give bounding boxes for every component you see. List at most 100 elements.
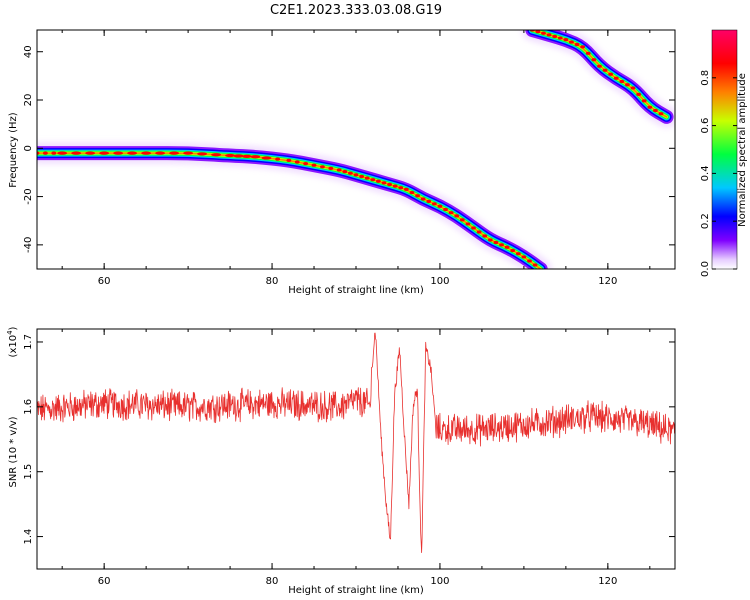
colorbar-label: Normalized spectral amplitude xyxy=(737,73,748,227)
spectrogram-track-1-peak xyxy=(552,34,558,39)
spectrogram-track-1-peak xyxy=(546,33,552,37)
spectrogram-track-0-peak xyxy=(454,214,460,218)
spectrogram-track-0-peak xyxy=(261,156,272,160)
spectrogram-track-0-peak xyxy=(233,154,244,158)
spectrogram-track-0-peak xyxy=(241,154,252,158)
spectrogram-tracks xyxy=(37,30,675,269)
spectrogram-track-1-peak xyxy=(608,72,614,76)
snr-ylabel: SNR (10 * v/v) xyxy=(8,416,19,487)
snr-multiplier: (x104) xyxy=(6,326,19,357)
spectrogram-ylabel: Frequency (Hz) xyxy=(8,112,19,188)
spectrogram-track-0-peak xyxy=(155,151,166,155)
snr-panel: 60 80 100 120 1.4 1.5 1.6 1.7 Height of straigh… xyxy=(6,326,676,596)
spectrogram-track-0-peak xyxy=(303,161,309,166)
spectrogram-xtick-label: 100 xyxy=(430,276,449,287)
spectrogram-xlabel: Height of straight line (km) xyxy=(288,285,424,296)
spectrogram-track-0-peak xyxy=(459,218,465,222)
colorbar-tick-label: 0.4 xyxy=(700,165,711,181)
spectrogram-track-1-peak xyxy=(563,38,569,42)
spectrogram-track-0-peak xyxy=(381,181,387,185)
spectrogram-track-0-peak xyxy=(71,151,82,155)
snr-ytick-label: 1.6 xyxy=(23,399,34,415)
snr-plot-area xyxy=(37,329,675,569)
spectrogram-track-0-peak xyxy=(504,245,510,249)
spectrogram-track-1-peak xyxy=(602,68,608,72)
spectrogram-track-1-peak xyxy=(535,30,541,34)
spectrogram-track-1-peak xyxy=(625,83,630,87)
snr-xtick-label: 60 xyxy=(98,576,111,587)
spectrogram-track-0-peak xyxy=(342,170,348,174)
spectrogram-track-0-peak xyxy=(85,151,96,155)
snr-ytick-label: 1.5 xyxy=(23,464,34,480)
spectrogram-track-0-peak xyxy=(353,173,359,177)
spectrogram-track-1-peak xyxy=(630,86,636,90)
spectrogram-track-0-peak xyxy=(443,207,448,212)
spectrogram-track-0-peak xyxy=(348,171,353,175)
spectrogram-track-0-peak xyxy=(465,222,471,226)
spectrogram-track-0-peak xyxy=(532,263,538,267)
spectrogram-track-0-peak xyxy=(510,248,516,253)
spectrogram-xtick-label: 80 xyxy=(266,276,279,287)
spectrogram-ytick-label: -20 xyxy=(23,188,34,204)
spectrogram-track-0-peak xyxy=(499,243,504,247)
spectrogram-ytick-label: 40 xyxy=(23,45,34,58)
spectrogram-track-1-peak xyxy=(574,42,580,47)
spectrogram-ytick-label: -40 xyxy=(23,237,34,253)
spectrogram-track-0-peak xyxy=(141,151,152,155)
spectrogram-track-0-peak xyxy=(311,163,317,167)
svg-text:(x104): (x104) xyxy=(6,326,19,357)
spectrogram-track-0-peak xyxy=(286,158,292,162)
spectrogram-track-0-peak xyxy=(487,238,493,242)
spectrogram-track-0-peak xyxy=(375,179,381,183)
spectrogram-track-1-peak xyxy=(541,31,546,35)
spectrogram-track-0-peak xyxy=(57,151,68,155)
spectrogram-track-0-peak xyxy=(448,211,454,215)
spectrogram-track-0-peak xyxy=(197,152,208,156)
snr-ytick-label: 1.4 xyxy=(23,529,34,545)
spectrogram-track-1-peak xyxy=(653,108,658,113)
colorbar-tick-label: 0.2 xyxy=(700,213,711,229)
colorbar-gradient xyxy=(711,29,738,270)
spectrogram-track-0-peak xyxy=(420,197,426,201)
snr-xlabel: Height of straight line (km) xyxy=(288,585,424,596)
spectrogram-track-0-peak xyxy=(392,184,398,188)
spectrogram-track-1-peak xyxy=(658,112,664,116)
snr-ticks: 60 80 100 120 1.4 1.5 1.6 1.7 xyxy=(23,329,675,587)
spectrogram-track-1-peak xyxy=(613,76,619,80)
spectrogram-track-0-peak xyxy=(493,240,499,245)
spectrogram-track-1-peak xyxy=(619,79,625,84)
spectrogram-track-0-peak xyxy=(250,155,261,159)
spectrogram-track-1-peak xyxy=(585,51,591,55)
spectrogram-track-1-peak xyxy=(647,105,653,109)
spectrogram-track-0-peak xyxy=(364,176,370,180)
spectrogram-track-1-peak xyxy=(597,64,602,68)
colorbar-tick-label: 0.8 xyxy=(700,70,711,86)
spectrogram-track-0-peak xyxy=(527,259,532,263)
spectrogram-track-0-peak xyxy=(398,186,404,190)
spectrogram-track-0-peak xyxy=(370,178,376,182)
spectrogram-xtick-label: 120 xyxy=(598,276,617,287)
snr-xtick-label: 120 xyxy=(598,576,617,587)
spectrogram-track-1-peak xyxy=(557,36,563,40)
spectrogram-track-0-peak xyxy=(403,187,409,191)
spectrogram-track-1-peak xyxy=(641,99,647,103)
spectrogram-ytick-label: 0 xyxy=(23,145,34,151)
colorbar-tick-label: 0.0 xyxy=(700,261,711,277)
snr-multiplier-base: (x10 xyxy=(8,335,19,358)
figure-title: C2E1.2023.333.03.08.G19 xyxy=(270,3,442,18)
spectrogram-track-0-peak xyxy=(37,151,40,155)
spectrogram-track-1-peak xyxy=(580,45,586,49)
spectrogram-track-0-peak xyxy=(42,151,48,155)
spectrogram-track-0-peak xyxy=(437,204,443,208)
spectrogram-track-0-peak xyxy=(471,226,476,230)
spectrogram-track-0-peak xyxy=(113,151,124,155)
colorbar-ticks: 0.0 0.2 0.4 0.6 0.8 xyxy=(700,70,737,277)
spectrogram-track-0-peak xyxy=(275,157,281,161)
spectrogram-xtick-label: 60 xyxy=(98,276,111,287)
spectrogram-track-0-peak xyxy=(336,168,342,172)
snr-series-line xyxy=(37,332,675,553)
spectrogram-track-0-peak xyxy=(183,151,194,155)
spectrogram-ticks: 60 80 100 120 -40 -20 0 20 40 xyxy=(23,30,675,287)
spectrogram-track-0-peak xyxy=(431,202,437,206)
